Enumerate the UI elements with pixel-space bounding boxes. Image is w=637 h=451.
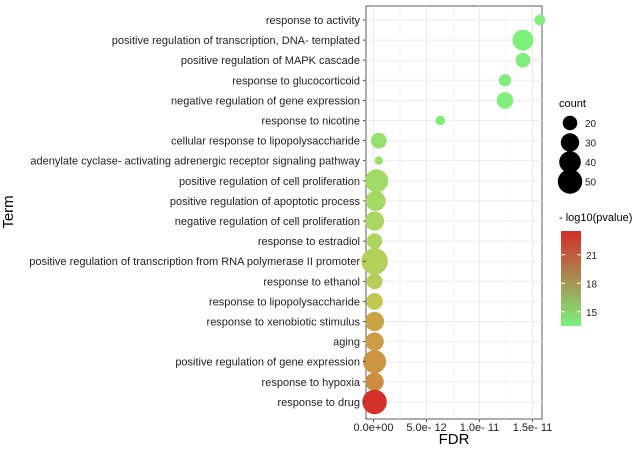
term-label: positive regulation of cell proliferatio… [179, 176, 360, 188]
term-label: positive regulation of MAPK cascade [181, 55, 360, 67]
y-axis-title: Term [0, 195, 17, 228]
term-label: response to estradiol [258, 236, 360, 248]
data-point [366, 233, 383, 249]
x-tick-label: 0.0e+00 [353, 422, 393, 434]
size-legend-key [557, 169, 583, 194]
color-legend-label: 18 [586, 279, 598, 290]
plot-panel [365, 5, 543, 420]
size-legend: count 20 30 40 50 [557, 98, 597, 194]
data-point [365, 169, 389, 193]
term-label: response to nicotine [262, 116, 360, 128]
data-point [435, 115, 446, 126]
x-tick-label: 5.0e- 12 [406, 422, 446, 434]
term-label: adenylate cyclase- activating adrenergic… [30, 156, 360, 168]
term-label: response to glucocorticoid [232, 75, 360, 87]
term-label: positive regulation of gene expression [175, 357, 360, 369]
data-point [365, 211, 385, 231]
term-label: response to xenobiotic stimulus [207, 317, 361, 329]
grid [366, 6, 542, 419]
term-label: response to ethanol [263, 276, 360, 288]
size-legend-key [562, 115, 578, 131]
x-axis-title: FDR [439, 431, 470, 448]
data-point [498, 74, 512, 87]
size-legend-label: 40 [585, 158, 597, 169]
term-label: positive regulation of transcription fro… [29, 256, 360, 268]
data-point [362, 389, 387, 415]
x-tick-label: 1.0e- 11 [460, 422, 500, 434]
color-legend-label: 15 [586, 308, 598, 319]
data-point [365, 332, 384, 351]
data-point [365, 372, 384, 392]
data-point [374, 156, 383, 165]
size-legend-label: 50 [585, 178, 597, 189]
term-label: aging [333, 337, 360, 349]
term-label: positive regulation of transcription, DN… [112, 35, 360, 47]
data-point [534, 14, 546, 26]
size-legend-title: count [559, 98, 586, 110]
size-legend-label: 30 [585, 139, 597, 150]
size-legend-key [560, 133, 580, 152]
term-label: response to hypoxia [262, 377, 361, 389]
data-point [515, 52, 531, 68]
data-points [361, 14, 546, 415]
x-axis-ticks: 0.0e+00 5.0e- 12 1.0e- 11 1.5e- 11 [353, 419, 552, 434]
term-label: cellular response to lipopolysaccharide [171, 136, 360, 148]
term-label: negative regulation of cell proliferatio… [175, 216, 360, 228]
data-point [365, 190, 386, 211]
data-point [361, 247, 388, 275]
x-tick-label: 1.5e- 11 [513, 422, 553, 434]
data-point [366, 273, 383, 290]
color-legend: - log10(pvalue) 21 18 15 [559, 212, 632, 326]
term-label: response to lipopolysaccharide [209, 296, 360, 308]
size-legend-label: 20 [585, 119, 597, 130]
data-point [496, 92, 514, 109]
color-legend-bar [561, 231, 581, 326]
term-label: negative regulation of gene expression [171, 95, 360, 107]
data-point [366, 293, 383, 310]
term-label: response to activity [266, 15, 361, 27]
term-label: positive regulation of apoptotic process [170, 196, 361, 208]
data-point [365, 311, 385, 332]
color-legend-title: - log10(pvalue) [559, 212, 632, 224]
data-point [370, 132, 387, 149]
data-point [363, 350, 387, 374]
term-labels: response to activity positive regulation … [29, 15, 366, 409]
size-legend-key [559, 151, 581, 173]
term-label: response to drug [277, 397, 360, 409]
data-point [512, 29, 534, 51]
color-legend-label: 21 [586, 251, 598, 262]
